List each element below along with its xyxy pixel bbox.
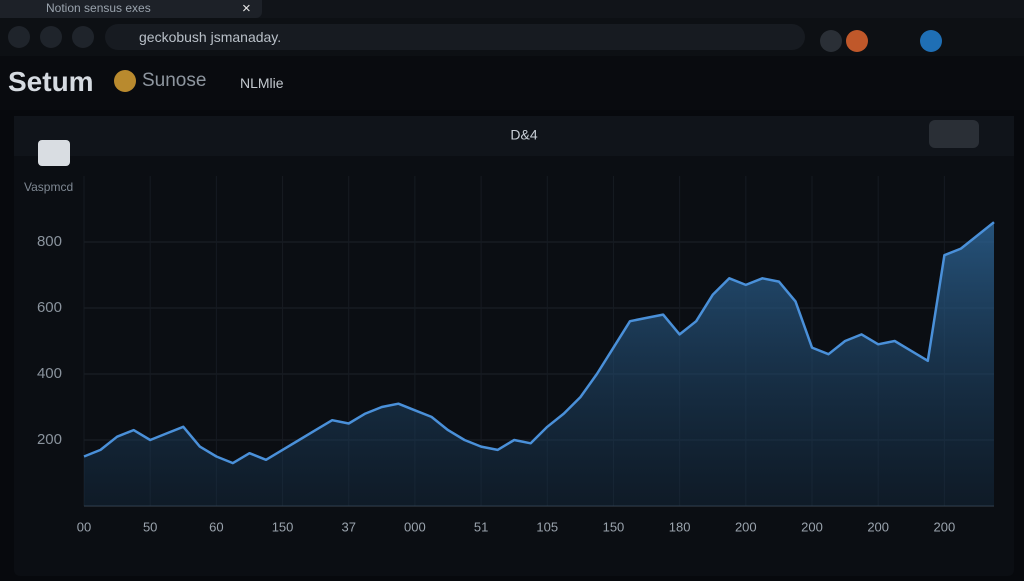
line — [83, 221, 995, 465]
y-tick-label: 400 — [37, 365, 62, 382]
chart: D&4 Vaspmcd 200 400 600 800 00 50 60 150 37 000 51… — [14, 116, 1014, 534]
extension[interactable] — [920, 30, 942, 52]
url-field[interactable]: geckobush jsmanaday. — [105, 24, 805, 50]
x-tick-label: 150 — [603, 519, 625, 534]
tab[interactable]: Notion sensus exes × — [0, 0, 262, 18]
tab-title[interactable]: Notion sensus exes — [46, 1, 151, 15]
tab-bar: Notion sensus exes × — [0, 0, 1024, 18]
extension[interactable] — [820, 30, 842, 52]
chart-title: D&4 — [510, 127, 537, 143]
y-axis-label: Vaspmcd — [24, 180, 73, 194]
back-button[interactable] — [8, 26, 30, 48]
x-tick-label: 150 — [272, 519, 294, 534]
tab-close[interactable]: × — [242, 0, 251, 17]
y-tick-label: 200 — [37, 431, 62, 448]
x-tick-label: 00 — [77, 519, 91, 534]
forward-button[interactable] — [40, 26, 62, 48]
y-tick-label: 600 — [37, 299, 62, 316]
x-tick-label: 000 — [404, 519, 426, 534]
chart-panel: D&4 Vaspmcd 200 400 600 800 00 50 60 150 37 000 51… — [14, 116, 1014, 576]
chart-toolbar — [14, 116, 1014, 156]
x-tick-label: 180 — [669, 519, 691, 534]
reload-button[interactable] — [72, 26, 94, 48]
x-tick-label: 50 — [143, 519, 157, 534]
app-header: Setum Sunose NLMlie — [0, 56, 1024, 110]
area-fill — [84, 222, 994, 506]
x-tick-label: 60 — [209, 519, 223, 534]
extension[interactable] — [846, 30, 868, 52]
nav-link[interactable]: NLMlie — [240, 75, 284, 91]
chart-icon[interactable] — [38, 140, 70, 166]
x-tick-label: 200 — [801, 519, 823, 534]
chart-button[interactable] — [929, 120, 979, 148]
x-tick-label: 105 — [536, 519, 558, 534]
address-bar: geckobush jsmanaday. — [0, 18, 1024, 56]
x-tick-label: 51 — [474, 519, 488, 534]
app-title: Setum — [8, 66, 94, 97]
x-tick-label: 200 — [867, 519, 889, 534]
x-tick-label: 37 — [341, 519, 355, 534]
app-icon — [114, 70, 136, 92]
x-tick-label: 200 — [934, 519, 956, 534]
url-text[interactable]: geckobush jsmanaday. — [139, 29, 282, 45]
y-tick-label: 800 — [37, 233, 62, 250]
app-subtitle[interactable]: Sunose — [142, 70, 207, 91]
x-tick-label: 200 — [735, 519, 757, 534]
